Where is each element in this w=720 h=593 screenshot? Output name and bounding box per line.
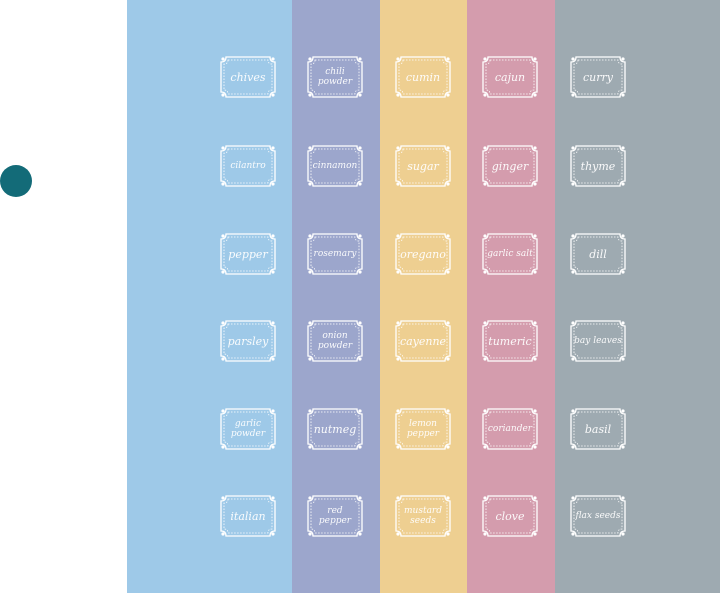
label-frame-icon bbox=[570, 320, 626, 362]
spice-label: cilantro bbox=[219, 144, 277, 188]
label-frame-icon bbox=[482, 233, 538, 275]
label-frame-icon bbox=[395, 233, 451, 275]
spice-label-text: garlic powder bbox=[230, 419, 266, 439]
spice-label: cayenne bbox=[394, 319, 452, 363]
label-frame-icon bbox=[482, 408, 538, 450]
label-frame-icon bbox=[570, 495, 626, 537]
spice-label: cajun bbox=[481, 55, 539, 99]
spice-label: basil bbox=[569, 407, 627, 451]
spice-label-text: oregano bbox=[400, 247, 446, 261]
spice-label: bay leaves bbox=[569, 319, 627, 363]
spice-label-text: clove bbox=[495, 509, 525, 523]
label-frame-icon bbox=[220, 495, 276, 537]
spice-label-text: mustard seeds bbox=[404, 506, 442, 526]
spice-label: curry bbox=[569, 55, 627, 99]
spice-label-text: basil bbox=[584, 422, 612, 436]
label-frame-icon bbox=[220, 233, 276, 275]
spice-label: flax seeds bbox=[569, 494, 627, 538]
label-frame-icon bbox=[395, 408, 451, 450]
spice-label-text: tumeric bbox=[488, 334, 532, 348]
spice-label: rosemary bbox=[306, 232, 364, 276]
color-column-1 bbox=[127, 0, 292, 593]
label-frame-icon bbox=[395, 320, 451, 362]
spice-label-text: garlic salt bbox=[487, 249, 533, 259]
spice-label-text: cajun bbox=[494, 70, 526, 84]
spice-label-text: dill bbox=[589, 247, 607, 261]
label-frame-icon bbox=[482, 320, 538, 362]
label-frame-icon bbox=[307, 408, 363, 450]
spice-label: tumeric bbox=[481, 319, 539, 363]
spice-label-text: italian bbox=[230, 509, 266, 523]
label-frame-icon bbox=[307, 56, 363, 98]
spice-label: thyme bbox=[569, 144, 627, 188]
spice-label: nutmeg bbox=[306, 407, 364, 451]
spice-label-text: nutmeg bbox=[313, 422, 357, 436]
spice-label-text: cumin bbox=[405, 70, 441, 84]
label-frame-icon bbox=[307, 495, 363, 537]
label-frame-icon bbox=[570, 56, 626, 98]
spice-label: chili powder bbox=[306, 55, 364, 99]
spice-label-text: cinnamon bbox=[312, 161, 358, 171]
spice-label-text: cilantro bbox=[230, 161, 266, 171]
spice-label: mustard seeds bbox=[394, 494, 452, 538]
spice-label: chives bbox=[219, 55, 277, 99]
spice-label: cinnamon bbox=[306, 144, 364, 188]
spice-label-text: bay leaves bbox=[574, 336, 622, 346]
label-frame-icon bbox=[482, 495, 538, 537]
spice-label-text: onion powder bbox=[317, 331, 353, 351]
label-frame-icon bbox=[220, 408, 276, 450]
color-column-3 bbox=[380, 0, 467, 593]
label-frame-icon bbox=[395, 56, 451, 98]
spice-label: garlic salt bbox=[481, 232, 539, 276]
spice-label-text: parsley bbox=[227, 334, 269, 348]
spice-label-text: red pepper bbox=[318, 506, 352, 526]
spice-label: pepper bbox=[219, 232, 277, 276]
label-frame-icon bbox=[395, 495, 451, 537]
label-frame-icon bbox=[220, 145, 276, 187]
label-frame-icon bbox=[570, 145, 626, 187]
label-frame-icon bbox=[482, 56, 538, 98]
label-frame-icon bbox=[570, 233, 626, 275]
label-frame-icon bbox=[220, 56, 276, 98]
color-column-2 bbox=[292, 0, 380, 593]
spice-label-text: sugar bbox=[407, 159, 439, 173]
spice-label: sugar bbox=[394, 144, 452, 188]
spice-label-text: pepper bbox=[228, 247, 268, 261]
page-dot bbox=[0, 165, 32, 197]
spice-label: parsley bbox=[219, 319, 277, 363]
spice-label: cumin bbox=[394, 55, 452, 99]
spice-label-text: curry bbox=[583, 70, 613, 84]
color-column-4 bbox=[467, 0, 555, 593]
label-frame-icon bbox=[395, 145, 451, 187]
spice-label: coriander bbox=[481, 407, 539, 451]
label-frame-icon bbox=[220, 320, 276, 362]
label-frame-icon bbox=[570, 408, 626, 450]
spice-label: red pepper bbox=[306, 494, 364, 538]
label-frame-icon bbox=[307, 145, 363, 187]
label-frame-icon bbox=[307, 320, 363, 362]
spice-label-text: ginger bbox=[491, 159, 529, 173]
color-column-5 bbox=[555, 0, 720, 593]
spice-label: clove bbox=[481, 494, 539, 538]
label-frame-icon bbox=[307, 233, 363, 275]
spice-label-text: cayenne bbox=[399, 334, 447, 348]
spice-label-text: flax seeds bbox=[575, 511, 621, 521]
spice-label: garlic powder bbox=[219, 407, 277, 451]
label-frame-icon bbox=[482, 145, 538, 187]
spice-label: onion powder bbox=[306, 319, 364, 363]
spice-label: dill bbox=[569, 232, 627, 276]
spice-label: italian bbox=[219, 494, 277, 538]
spice-label-text: rosemary bbox=[313, 249, 357, 259]
spice-label-text: coriander bbox=[487, 424, 533, 434]
spice-label: oregano bbox=[394, 232, 452, 276]
spice-label: ginger bbox=[481, 144, 539, 188]
spice-label-text: chives bbox=[230, 70, 266, 84]
spice-label: lemon pepper bbox=[394, 407, 452, 451]
spice-label-text: lemon pepper bbox=[406, 419, 440, 439]
spice-label-text: thyme bbox=[580, 159, 616, 173]
spice-label-text: chili powder bbox=[317, 67, 353, 87]
